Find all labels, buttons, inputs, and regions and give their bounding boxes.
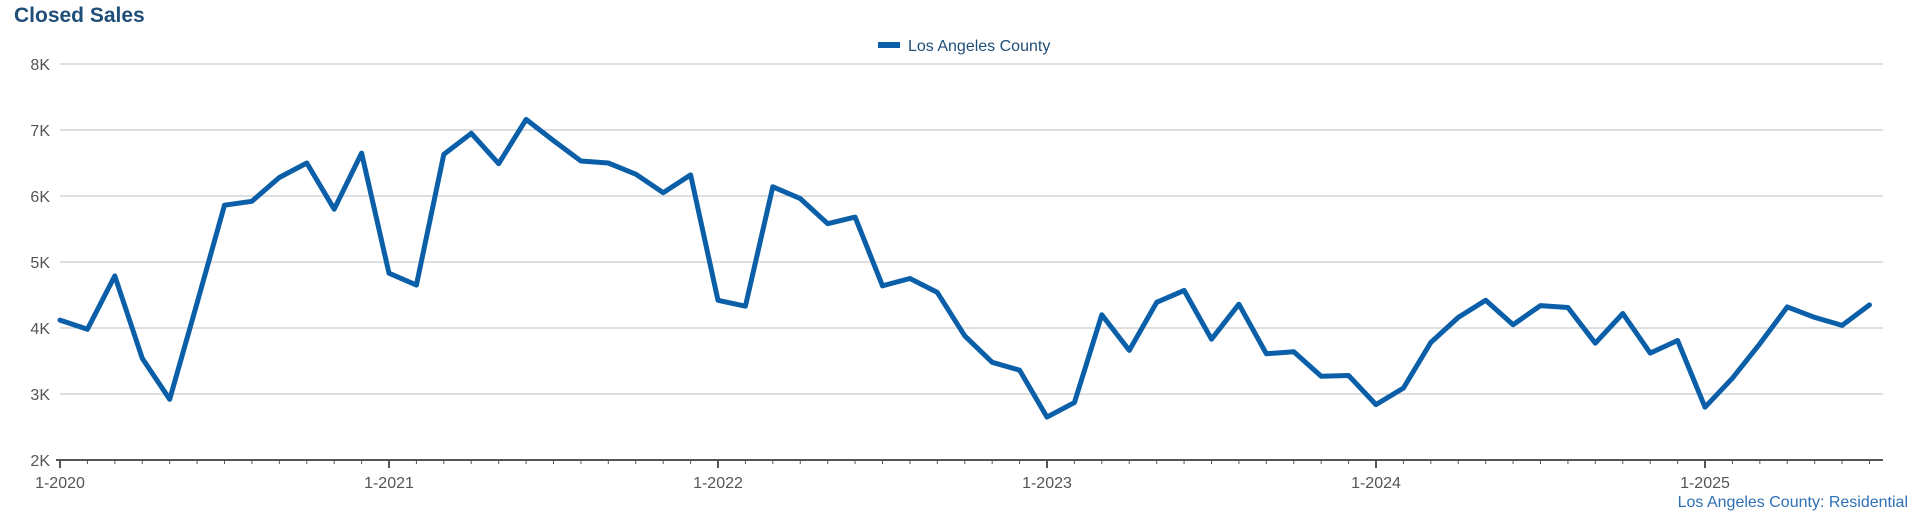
x-tick-label: 1-2025 [1680, 475, 1730, 492]
footnote: Los Angeles County: Residential [1677, 494, 1908, 511]
series-line [57, 116, 1872, 420]
x-tick-label: 1-2023 [1022, 475, 1072, 492]
y-tick-label: 2K [30, 453, 50, 470]
y-tick-label: 3K [30, 387, 50, 404]
y-tick-label: 6K [30, 189, 50, 206]
y-tick-label: 5K [30, 255, 50, 272]
legend: Los Angeles County [878, 38, 1050, 55]
series-layer [57, 116, 1872, 420]
grid-lines [60, 63, 1883, 395]
legend-label: Los Angeles County [908, 38, 1050, 55]
x-tick-label: 1-2021 [364, 475, 414, 492]
y-tick-label: 7K [30, 123, 50, 140]
x-tick-label: 1-2020 [35, 475, 85, 492]
axes: 2K 3K 4K 5K 6K 7K 8K 1-2020 1-2021 1-2022 1-2023 1-… [30, 57, 1883, 492]
y-tick-label: 4K [30, 321, 50, 338]
x-tick-label: 1-2024 [1351, 475, 1401, 492]
chart-title: Closed Sales [14, 4, 145, 27]
x-tick-label: 1-2022 [693, 475, 743, 492]
y-tick-label: 8K [30, 57, 50, 74]
